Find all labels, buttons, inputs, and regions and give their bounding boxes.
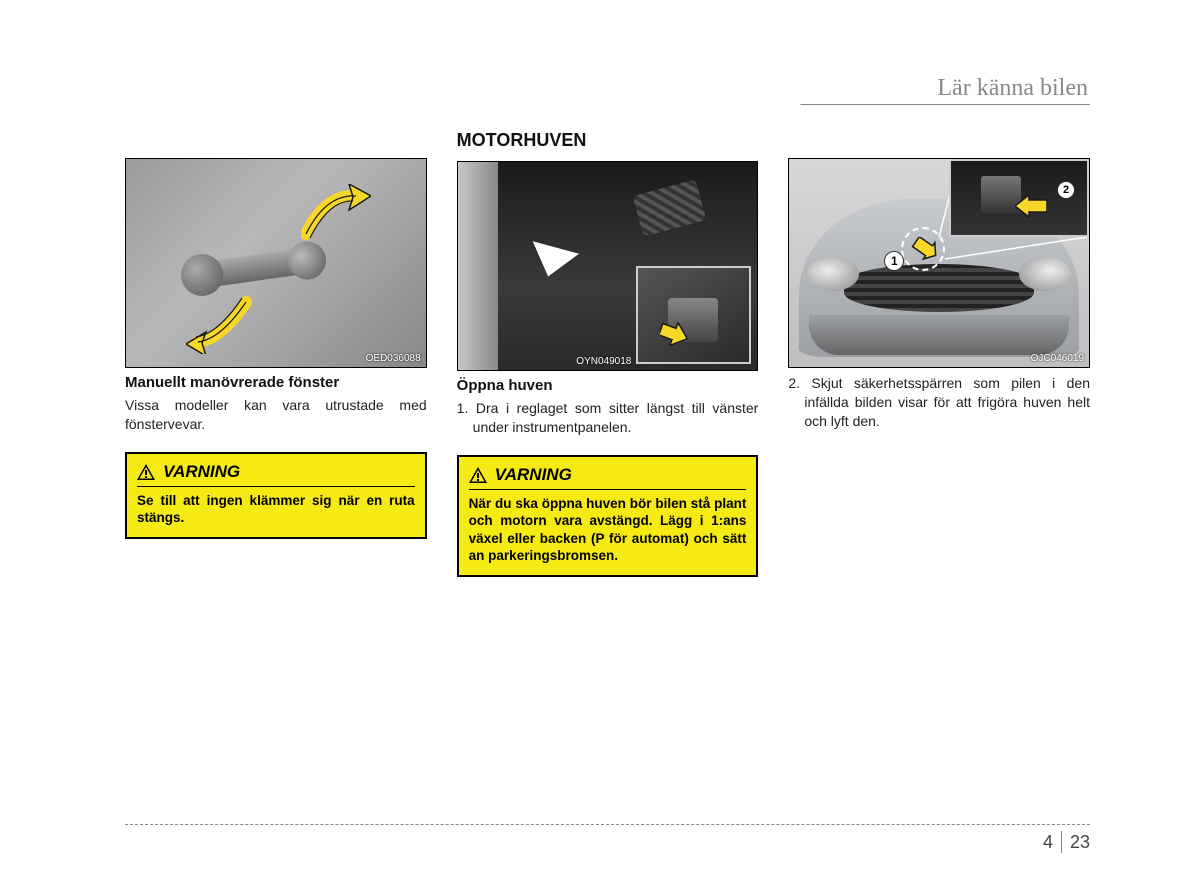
figure-id-1: OED036088 [366, 353, 421, 364]
inset-safety-latch: 2 [949, 159, 1089, 237]
footwell-illustration [458, 162, 758, 370]
door-sill [458, 162, 498, 370]
window-crank-illustration [126, 159, 426, 367]
car-front-illustration: 1 2 [789, 159, 1089, 367]
car-grille [844, 264, 1034, 312]
figure-window-crank: OED036088 [125, 158, 427, 368]
warning-triangle-icon [137, 464, 155, 480]
warning-text-2: När du ska öppna huven bör bilen stå pla… [469, 495, 747, 565]
warning-box-2: VARNING När du ska öppna huven bör bilen… [457, 455, 759, 577]
rotate-down-arrow-icon [186, 294, 256, 354]
rotate-up-arrow-icon [301, 184, 371, 244]
latch-indicator-arrow-icon [909, 237, 937, 261]
figure-hood-release: OYN049018 [457, 161, 759, 371]
page-number: 4 23 [1043, 831, 1090, 853]
content-columns: OED036088 Manuellt manövrerade fönster V… [125, 130, 1090, 577]
warning-label-2: VARNING [495, 465, 572, 485]
manual-page: Lär känna bilen [0, 0, 1200, 875]
col3-step2: 2. Skjut säkerhetsspärren som pilen i de… [788, 374, 1090, 431]
section-title-motorhuven: MOTORHUVEN [457, 130, 759, 151]
col1-subtitle: Manuellt manövrerade fönster [125, 374, 427, 391]
column-1: OED036088 Manuellt manövrerade fönster V… [125, 130, 427, 577]
column-3: 1 2 OJC046019 2. Skjut säkerhetssp [788, 130, 1090, 577]
column-2: MOTORHUVEN OYN049018 Öppna huven 1. Dra [457, 130, 759, 577]
pedal [633, 179, 707, 236]
page-footer: 4 23 [125, 824, 1090, 833]
push-arrow-icon [1015, 195, 1047, 217]
white-pointer-arrow-icon [525, 241, 579, 282]
chapter-number: 4 [1043, 832, 1053, 853]
col2-step1: 1. Dra i reglaget som sitter längst till… [457, 399, 759, 437]
warning-triangle-icon [469, 467, 487, 483]
inset-hood-lever [636, 266, 751, 364]
warning-header-2: VARNING [469, 465, 747, 490]
warning-label-1: VARNING [163, 462, 240, 482]
warning-box-1: VARNING Se till att ingen klämmer sig nä… [125, 452, 427, 539]
col2-subtitle: Öppna huven [457, 377, 759, 394]
callout-badge-2: 2 [1057, 181, 1075, 199]
warning-text-1: Se till att ingen klämmer sig när en rut… [137, 492, 415, 527]
figure-hood-latch: 1 2 OJC046019 [788, 158, 1090, 368]
pull-arrow-icon [660, 322, 688, 346]
headlight-right [1019, 257, 1071, 291]
crank-base [181, 254, 223, 296]
crank-knob [286, 239, 329, 282]
figure-id-2: OYN049018 [576, 356, 631, 367]
headlight-left [807, 257, 859, 291]
warning-header-1: VARNING [137, 462, 415, 487]
car-bumper [809, 315, 1069, 355]
header-rule [125, 104, 1090, 105]
figure-id-3: OJC046019 [1031, 353, 1084, 364]
col1-body: Vissa modeller kan vara utrustade med fö… [125, 396, 427, 434]
page-number-value: 23 [1070, 832, 1090, 853]
page-num-separator [1061, 831, 1062, 853]
page-header-title: Lär känna bilen [937, 75, 1088, 102]
